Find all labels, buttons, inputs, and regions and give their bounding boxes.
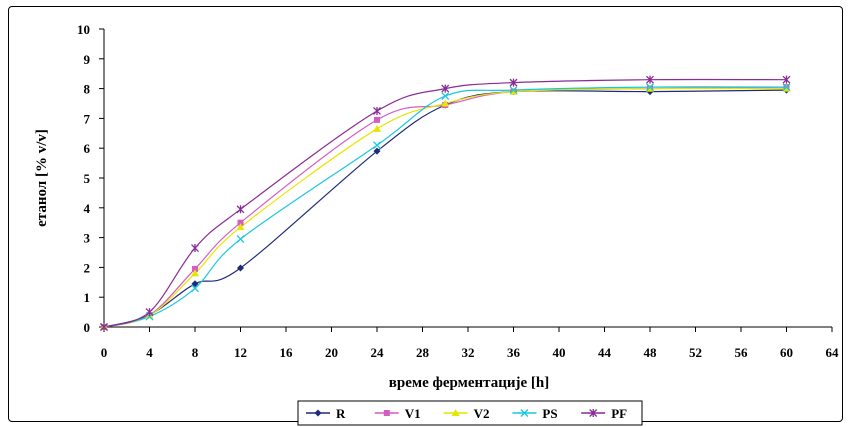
series-lines (103, 78, 787, 328)
data-point-ps (646, 83, 654, 92)
data-point-pf (100, 323, 108, 331)
legend-marker-v1 (383, 410, 390, 416)
data-point-pf (646, 75, 654, 84)
x-tick-label: 12 (234, 345, 247, 360)
data-point-ps (782, 83, 791, 92)
data-point-pf (441, 84, 450, 93)
series-line-v1 (103, 86, 787, 328)
x-tick-label: 24 (371, 345, 385, 360)
legend-marker-v2 (451, 409, 460, 416)
legend-marker-r (314, 409, 322, 417)
data-point-ps (441, 92, 450, 101)
x-axis-title: време ферментације [h] (389, 375, 549, 391)
y-tick-label: 7 (84, 111, 91, 126)
data-point-v2 (191, 269, 199, 277)
x-tick-label: 60 (780, 345, 793, 360)
y-tick-label: 1 (84, 290, 91, 305)
legend-label-pf: PF (611, 406, 627, 421)
data-point-v1 (374, 116, 380, 123)
legend-label-ps: PS (542, 406, 557, 421)
x-tick-label: 40 (553, 345, 566, 360)
data-point-ps (509, 86, 518, 95)
series-line-r (103, 89, 787, 328)
y-tick-label: 8 (84, 82, 91, 97)
y-axis-title: етанол [% v/v] (34, 129, 50, 227)
y-tick-label: 4 (84, 201, 91, 216)
data-point-r (237, 264, 244, 272)
data-point-ps (373, 141, 381, 150)
data-point-v1 (237, 219, 244, 226)
data-point-v1 (192, 265, 198, 272)
series-line-v2 (103, 87, 787, 328)
legend: R V1 V2 PS PF (297, 400, 643, 426)
y-tick-label: 0 (84, 320, 91, 335)
legend-marker-pf (589, 409, 598, 417)
x-tick-label: 36 (507, 345, 521, 360)
data-point-ps (236, 235, 245, 244)
data-point-ps (191, 284, 199, 293)
data-point-v2 (441, 99, 450, 107)
x-tick-label: 20 (325, 345, 338, 360)
legend-marker-ps (520, 409, 529, 417)
legend-label-v2: V2 (474, 406, 490, 421)
y-tick-label: 6 (84, 141, 91, 156)
x-tick-label: 44 (598, 345, 612, 360)
legend-label-v1: V1 (405, 406, 421, 421)
data-point-r (373, 147, 381, 155)
x-tick-label: 52 (689, 345, 702, 360)
data-point-r (191, 280, 199, 288)
series-line-pf (103, 78, 787, 328)
x-tick-label: 28 (416, 345, 430, 360)
x-tick-label: 64 (826, 345, 840, 360)
y-tick-label: 10 (77, 22, 90, 37)
x-tick-label: 16 (280, 345, 294, 360)
series-line-ps (103, 86, 787, 328)
data-point-pf (236, 205, 245, 214)
series-markers (100, 75, 791, 331)
data-point-v2 (236, 223, 245, 231)
y-tick-label: 5 (84, 171, 91, 186)
data-point-pf (145, 308, 154, 317)
x-tick-label: 48 (644, 345, 658, 360)
legend-label-r: R (336, 406, 346, 421)
data-point-pf (782, 75, 791, 84)
y-tick-label: 9 (84, 52, 91, 67)
x-tick-label: 56 (735, 345, 749, 360)
data-point-pf (373, 106, 381, 115)
x-tick-label: 4 (146, 345, 153, 360)
data-point-pf (191, 244, 199, 253)
y-tick-label: 3 (84, 231, 91, 246)
data-point-pf (509, 78, 518, 87)
x-tick-label: 8 (192, 345, 199, 360)
x-tick-label: 0 (101, 345, 108, 360)
data-point-v2 (373, 124, 381, 132)
y-tick-label: 2 (84, 260, 91, 275)
x-tick-label: 32 (462, 345, 475, 360)
